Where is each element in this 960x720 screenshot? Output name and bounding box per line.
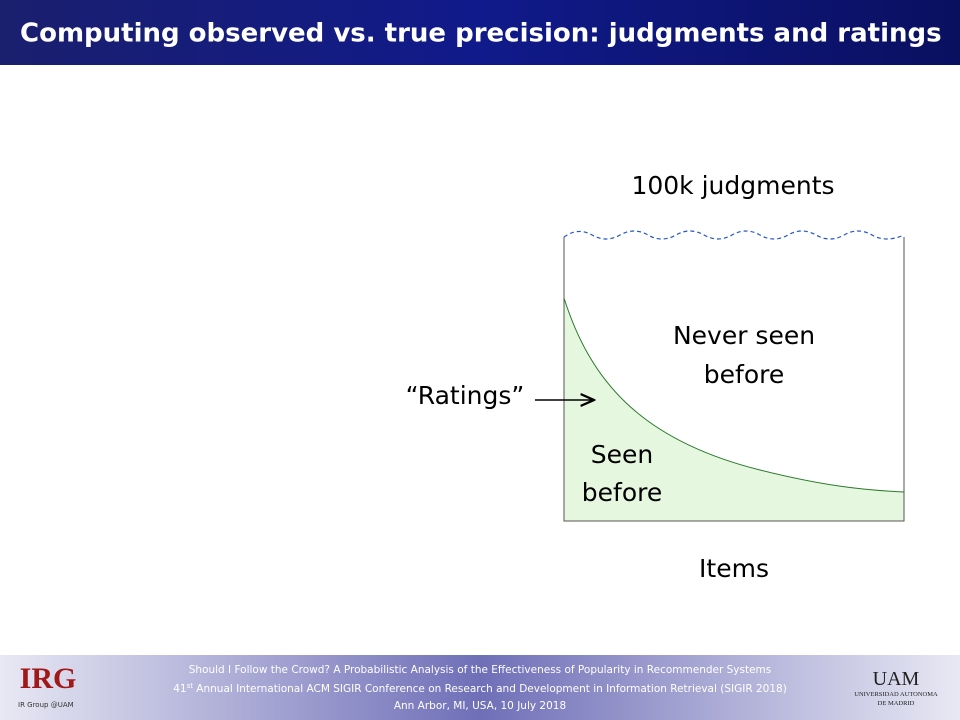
arrow-label: “Ratings” xyxy=(406,381,525,410)
footer-suffix: st xyxy=(187,682,194,690)
region-lower-line: before xyxy=(582,478,662,507)
footer-number: 41 xyxy=(173,683,186,695)
header-band xyxy=(0,0,960,65)
box xyxy=(563,237,905,522)
top-label: 100k judgments xyxy=(631,171,834,200)
right-logo-sub: UNIVERSIDAD AUTONOMA xyxy=(854,691,938,698)
footer-line: 41st Annual International ACM SIGIR Conf… xyxy=(173,682,787,695)
footer-line: Should I Follow the Crowd? A Probabilist… xyxy=(189,664,772,676)
right-logo-sub: DE MADRID xyxy=(878,700,915,707)
curve xyxy=(563,297,905,493)
left-logo: IRG xyxy=(20,662,77,695)
seen-region xyxy=(564,298,904,521)
footer-band xyxy=(0,655,960,720)
region-upper-line: before xyxy=(704,360,784,389)
right-logo: UAM xyxy=(873,668,920,690)
left-logo-sub: IR Group @UAM xyxy=(18,701,74,709)
region-lower-line: Seen xyxy=(591,440,653,469)
bottom-label: Items xyxy=(699,554,769,583)
footer-line: Ann Arbor, MI, USA, 10 July 2018 xyxy=(394,700,566,712)
wavy-top xyxy=(563,230,905,240)
slide-title: Computing observed vs. true precision: j… xyxy=(20,19,942,49)
region-upper-line: Never seen xyxy=(673,321,815,350)
footer-rest: Annual International ACM SIGIR Conferenc… xyxy=(193,683,787,695)
